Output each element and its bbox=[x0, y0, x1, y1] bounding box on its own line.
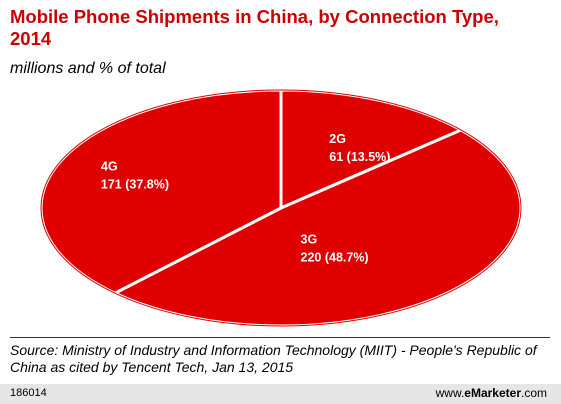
chart-title: Mobile Phone Shipments in China, by Conn… bbox=[10, 6, 499, 49]
brand-name: eMarketer bbox=[464, 386, 521, 400]
pie-outline bbox=[40, 89, 522, 327]
brand-link[interactable]: www.eMarketer.com bbox=[436, 386, 547, 400]
slice-label-4g-value: 171 (37.8%) bbox=[101, 178, 169, 192]
slice-label-4g-name: 4G bbox=[101, 160, 118, 174]
chart-id: 186014 bbox=[10, 387, 47, 399]
slice-label-3g-name: 3G bbox=[301, 232, 318, 246]
pie-labels: 2G 61 (13.5%) 3G 220 (48.7%) 4G 171 (37.8%) bbox=[101, 132, 391, 264]
slice-label-3g-value: 220 (48.7%) bbox=[301, 250, 369, 264]
footer-bar: 186014 www.eMarketer.com bbox=[0, 384, 561, 404]
slice-label-2g-value: 61 (13.5%) bbox=[329, 150, 390, 164]
brand-prefix: www. bbox=[435, 386, 465, 400]
source-divider bbox=[10, 337, 550, 338]
brand-suffix: .com bbox=[520, 386, 547, 400]
pie-slices bbox=[39, 88, 523, 328]
source-note: Source: Ministry of Industry and Informa… bbox=[10, 342, 537, 375]
slice-label-2g-name: 2G bbox=[329, 132, 346, 146]
chart-subtitle: millions and % of total bbox=[10, 60, 166, 77]
